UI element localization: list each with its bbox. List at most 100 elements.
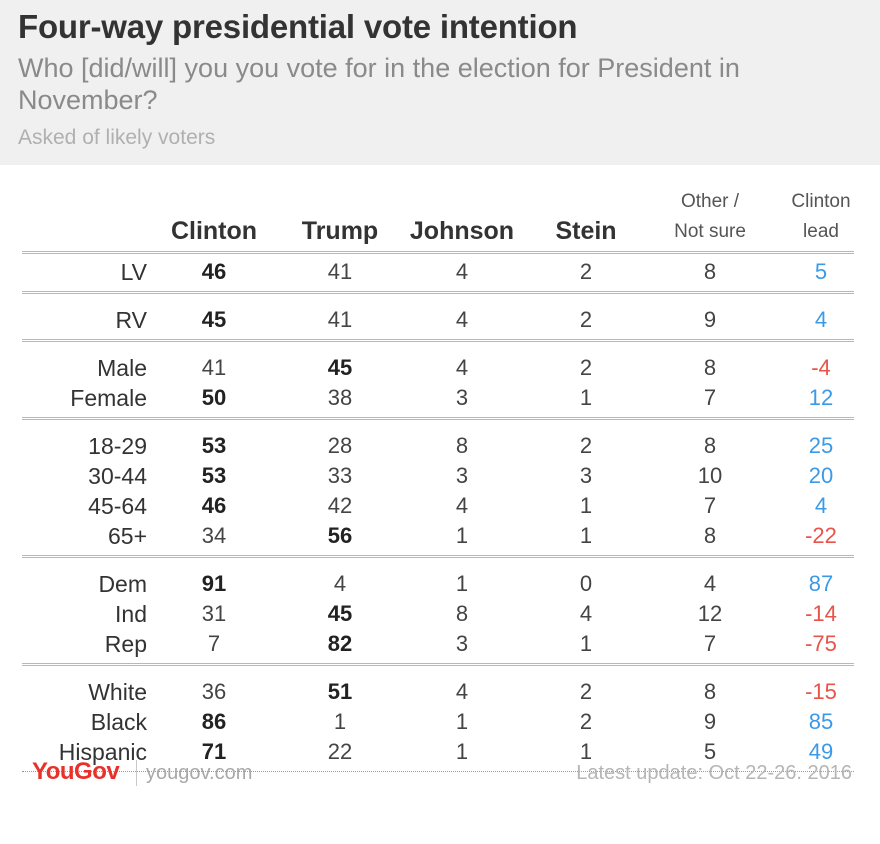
cell-lead: 4: [814, 493, 828, 518]
column-header-other: Other / Not sure: [660, 187, 760, 247]
row-label: Ind: [115, 601, 147, 627]
cell-trump: 82: [327, 631, 353, 656]
cell-johnson: 1: [455, 739, 469, 764]
cell-lead: 49: [808, 739, 834, 764]
cell-stein: 2: [579, 355, 593, 380]
column-header-lead-line2: lead: [803, 221, 839, 242]
table-row: Rep 7 82 3 1 7 -75: [0, 629, 880, 659]
cell-lead: -14: [805, 601, 837, 626]
column-header-other-line2: Not sure: [674, 221, 746, 242]
cell-trump: 51: [327, 679, 353, 704]
cell-lead: 12: [808, 385, 834, 410]
cell-other: 5: [703, 739, 717, 764]
cell-stein: 2: [579, 433, 593, 458]
row-label: Dem: [98, 571, 147, 597]
cell-stein: 2: [579, 259, 593, 284]
cell-clinton: 7: [207, 631, 221, 656]
chart-note: Asked of likely voters: [18, 126, 216, 149]
cell-stein: 1: [579, 493, 593, 518]
column-header-trump: Trump: [301, 217, 379, 245]
chart-header: Four-way presidential vote intention Who…: [0, 0, 880, 165]
footer-divider: [136, 760, 137, 786]
cell-johnson: 4: [455, 307, 469, 332]
table-row: RV 45 41 4 2 9 4: [0, 305, 880, 335]
cell-stein: 2: [579, 679, 593, 704]
table-row: 18-29 53 28 8 2 8 25: [0, 431, 880, 461]
cell-lead: 5: [814, 259, 828, 284]
row-divider: [22, 417, 854, 420]
footer-site: yougov.com: [146, 762, 253, 784]
table-row: 65+ 34 56 1 1 8 -22: [0, 521, 880, 551]
table-row: Black 86 1 1 2 9 85: [0, 707, 880, 737]
cell-stein: 1: [579, 739, 593, 764]
row-label: 18-29: [88, 433, 147, 459]
row-label: White: [88, 679, 147, 705]
cell-stein: 3: [579, 463, 593, 488]
cell-clinton: 53: [201, 463, 227, 488]
cell-other: 8: [703, 259, 717, 284]
column-header-johnson: Johnson: [409, 217, 515, 245]
cell-clinton: 46: [201, 259, 227, 284]
chart-title: Four-way presidential vote intention: [18, 8, 578, 45]
chart-question: Who [did/will] you you vote for in the e…: [18, 53, 740, 115]
cell-other: 9: [703, 307, 717, 332]
table-row: Dem 91 4 1 0 4 87: [0, 569, 880, 599]
row-label: 45-64: [88, 493, 147, 519]
cell-johnson: 1: [455, 523, 469, 548]
table-row: White 36 51 4 2 8 -15: [0, 677, 880, 707]
cell-johnson: 4: [455, 259, 469, 284]
table-row: Female 50 38 3 1 7 12: [0, 383, 880, 413]
cell-other: 7: [703, 385, 717, 410]
cell-other: 7: [703, 493, 717, 518]
cell-stein: 2: [579, 709, 593, 734]
row-divider: [22, 251, 854, 254]
cell-trump: 56: [327, 523, 353, 548]
cell-other: 9: [703, 709, 717, 734]
row-divider: [22, 339, 854, 342]
cell-lead: -22: [805, 523, 837, 548]
cell-trump: 42: [327, 493, 353, 518]
cell-johnson: 4: [455, 355, 469, 380]
cell-johnson: 3: [455, 631, 469, 656]
row-label: Rep: [104, 631, 147, 657]
table-row: 30-44 53 33 3 3 10 20: [0, 461, 880, 491]
cell-lead: 87: [808, 571, 834, 596]
row-label: Black: [90, 709, 147, 735]
cell-clinton: 86: [201, 709, 227, 734]
cell-trump: 41: [327, 259, 353, 284]
cell-clinton: 46: [201, 493, 227, 518]
row-label: LV: [120, 259, 147, 285]
table-row: Ind 31 45 8 4 12 -14: [0, 599, 880, 629]
cell-stein: 4: [579, 601, 593, 626]
column-header-lead: Clinton lead: [776, 187, 866, 247]
column-header-other-line1: Other /: [680, 191, 740, 212]
cell-johnson: 1: [455, 571, 469, 596]
cell-trump: 45: [327, 355, 353, 380]
cell-other: 4: [703, 571, 717, 596]
cell-other: 8: [703, 433, 717, 458]
cell-johnson: 4: [455, 493, 469, 518]
footer-update: Latest update: Oct 22-26. 2016: [576, 762, 852, 784]
cell-stein: 1: [579, 631, 593, 656]
cell-other: 8: [703, 679, 717, 704]
cell-johnson: 1: [455, 709, 469, 734]
cell-johnson: 8: [455, 601, 469, 626]
cell-other: 7: [703, 631, 717, 656]
row-label: 30-44: [88, 463, 147, 489]
results-table: Clinton Trump Johnson Stein Other / Not …: [0, 187, 880, 772]
cell-trump: 38: [327, 385, 353, 410]
cell-clinton: 71: [201, 739, 227, 764]
row-divider: [22, 555, 854, 558]
cell-trump: 41: [327, 307, 353, 332]
chart-footer: YouGov yougov.com Latest update: Oct 22-…: [0, 758, 880, 798]
column-header-clinton: Clinton: [170, 217, 258, 245]
cell-stein: 1: [579, 385, 593, 410]
cell-johnson: 3: [455, 463, 469, 488]
cell-trump: 33: [327, 463, 353, 488]
cell-clinton: 50: [201, 385, 227, 410]
cell-stein: 2: [579, 307, 593, 332]
cell-johnson: 8: [455, 433, 469, 458]
cell-lead: 85: [808, 709, 834, 734]
table-row: Hispanic 71 22 1 1 5 49: [0, 737, 880, 767]
cell-trump: 4: [333, 571, 347, 596]
